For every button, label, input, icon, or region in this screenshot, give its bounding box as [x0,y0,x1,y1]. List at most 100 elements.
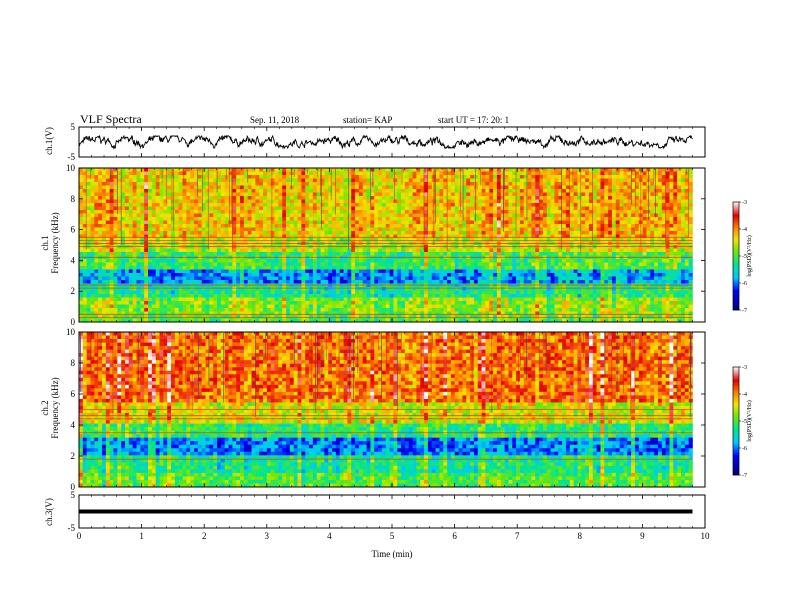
ch1-spec-cell [90,262,95,267]
ch1-spec-cell [646,262,651,267]
ch1-spec-cell [370,168,375,172]
ch1-spec-cell [186,192,191,197]
ch1-spec-cell [301,199,306,204]
ch1-spec-cell [232,192,237,197]
ch1-spec-cell [378,259,383,263]
ch1-spec-cell [190,217,195,221]
ch1-spec-cell [144,259,149,263]
ch1-spec-cell [527,269,532,274]
ch1-spec-cell [240,192,245,197]
ch1-spec-cell [201,259,206,263]
ch1-spec-cell [293,213,298,218]
ch1-spec-cell [669,192,674,197]
ch1-spec-cell [447,227,452,232]
ch1-spec-cell [466,227,471,232]
ch1-spec-cell [680,248,686,253]
ch1-spec-cell [646,231,651,235]
ch1-spec-cell [105,234,110,239]
ch1-spec-cell [278,206,283,211]
ch1-spec-cell [669,224,674,228]
ch1-spec-cell [320,259,325,263]
ch1-spec-cell [343,217,348,221]
ch1-spec-cell [462,185,467,190]
ch1-spec-cell [259,196,264,200]
ch1-spec-cell [631,213,636,218]
ch1-spec-cell [343,182,348,186]
ch1-spec-cell [136,185,141,190]
ch1-spec-cell [355,259,360,263]
ch1-spec-cell [588,259,594,263]
ch1-spec-cell [381,175,387,179]
ch1-spec-cell [550,199,555,204]
ch1-spec-cell [454,234,459,239]
ch1-spec-cell [562,252,567,256]
ch1-spec-cell [159,269,164,274]
ch1-spec-cell [489,196,494,200]
ch1-spec-cell [378,171,383,176]
ch1-spec-cell [335,262,341,267]
ch1-spec-cell [316,238,321,242]
ch1-spec-cell [416,262,421,267]
ch1-spec-cell [654,192,659,197]
ch1-spec-cell [657,192,663,197]
ch1-spec-cell [79,224,84,228]
ch1-spec-cell [102,189,107,193]
ch1-spec-cell [209,227,214,232]
ch1-spec-cell [217,231,222,235]
ch1-spec-cell [688,199,693,204]
ch1-spec-cell [604,182,609,186]
ch1-spec-cell [117,171,122,176]
ch1-spec-cell [608,210,613,214]
ch1-spec-cell [661,210,666,214]
ch1-spec-cell [94,269,99,274]
ch1-spec-cell [228,203,233,207]
ch1-spec-cell [523,227,528,232]
ch1-spec-cell [163,217,168,221]
ch1-spec-cell [117,231,122,235]
ch1-spec-cell [516,203,521,207]
ch1-spec-cell [673,231,678,235]
ch1-spec-cell [389,259,394,263]
ch1-spec-cell [454,206,459,211]
ch1-spec-cell [224,196,229,200]
ch1-spec-cell [381,196,387,200]
ch1-spec-cell [144,206,149,211]
ch1-spec-cell [385,175,390,179]
ch1-spec-cell [477,182,482,186]
ch1-spec-cell [473,231,479,235]
ch1-spec-cell [370,175,375,179]
ch1-spec-cell [523,259,528,263]
ch1-spec-cell [631,203,636,207]
ch1-spec-cell [171,266,176,270]
ch1-spec-cell [381,189,387,193]
ch1-spec-cell [228,168,233,172]
ch1-spec-cell [531,189,536,193]
ch1-spec-cell [205,234,210,239]
ch1-spec-cell [182,217,187,221]
ch1-spec-cell [477,224,482,228]
ch1-spec-cell [289,206,295,211]
ch1-spec-cell [443,213,448,218]
ch1-spec-cell [251,189,256,193]
ch1-spec-cell [140,210,145,214]
ch1-spec-cell [297,175,302,179]
ch1-spec-cell [427,199,433,204]
ch1-spec-cell [654,266,659,270]
ch1-spec-cell [508,175,513,179]
ch1-spec-cell [289,269,295,274]
ch1-spec-cell [611,262,617,267]
ch1-spec-cell [634,168,640,172]
ch1-spec-cell [424,192,429,197]
ch1-spec-cell [627,227,632,232]
ch1-spec-cell [519,262,525,267]
ch1-spec-cell [565,269,571,274]
ch1-spec-cell [500,199,505,204]
ch1-spec-cell [619,206,624,211]
ch1-spec-cell [435,259,440,263]
ch1-spec-cell [282,189,287,193]
ch1-spec-cell [113,220,118,225]
ch1-spec-cell [431,259,436,263]
ch1-spec-cell [673,206,678,211]
ch1-spec-cell [385,182,390,186]
ch1-spec-cell [408,252,413,256]
